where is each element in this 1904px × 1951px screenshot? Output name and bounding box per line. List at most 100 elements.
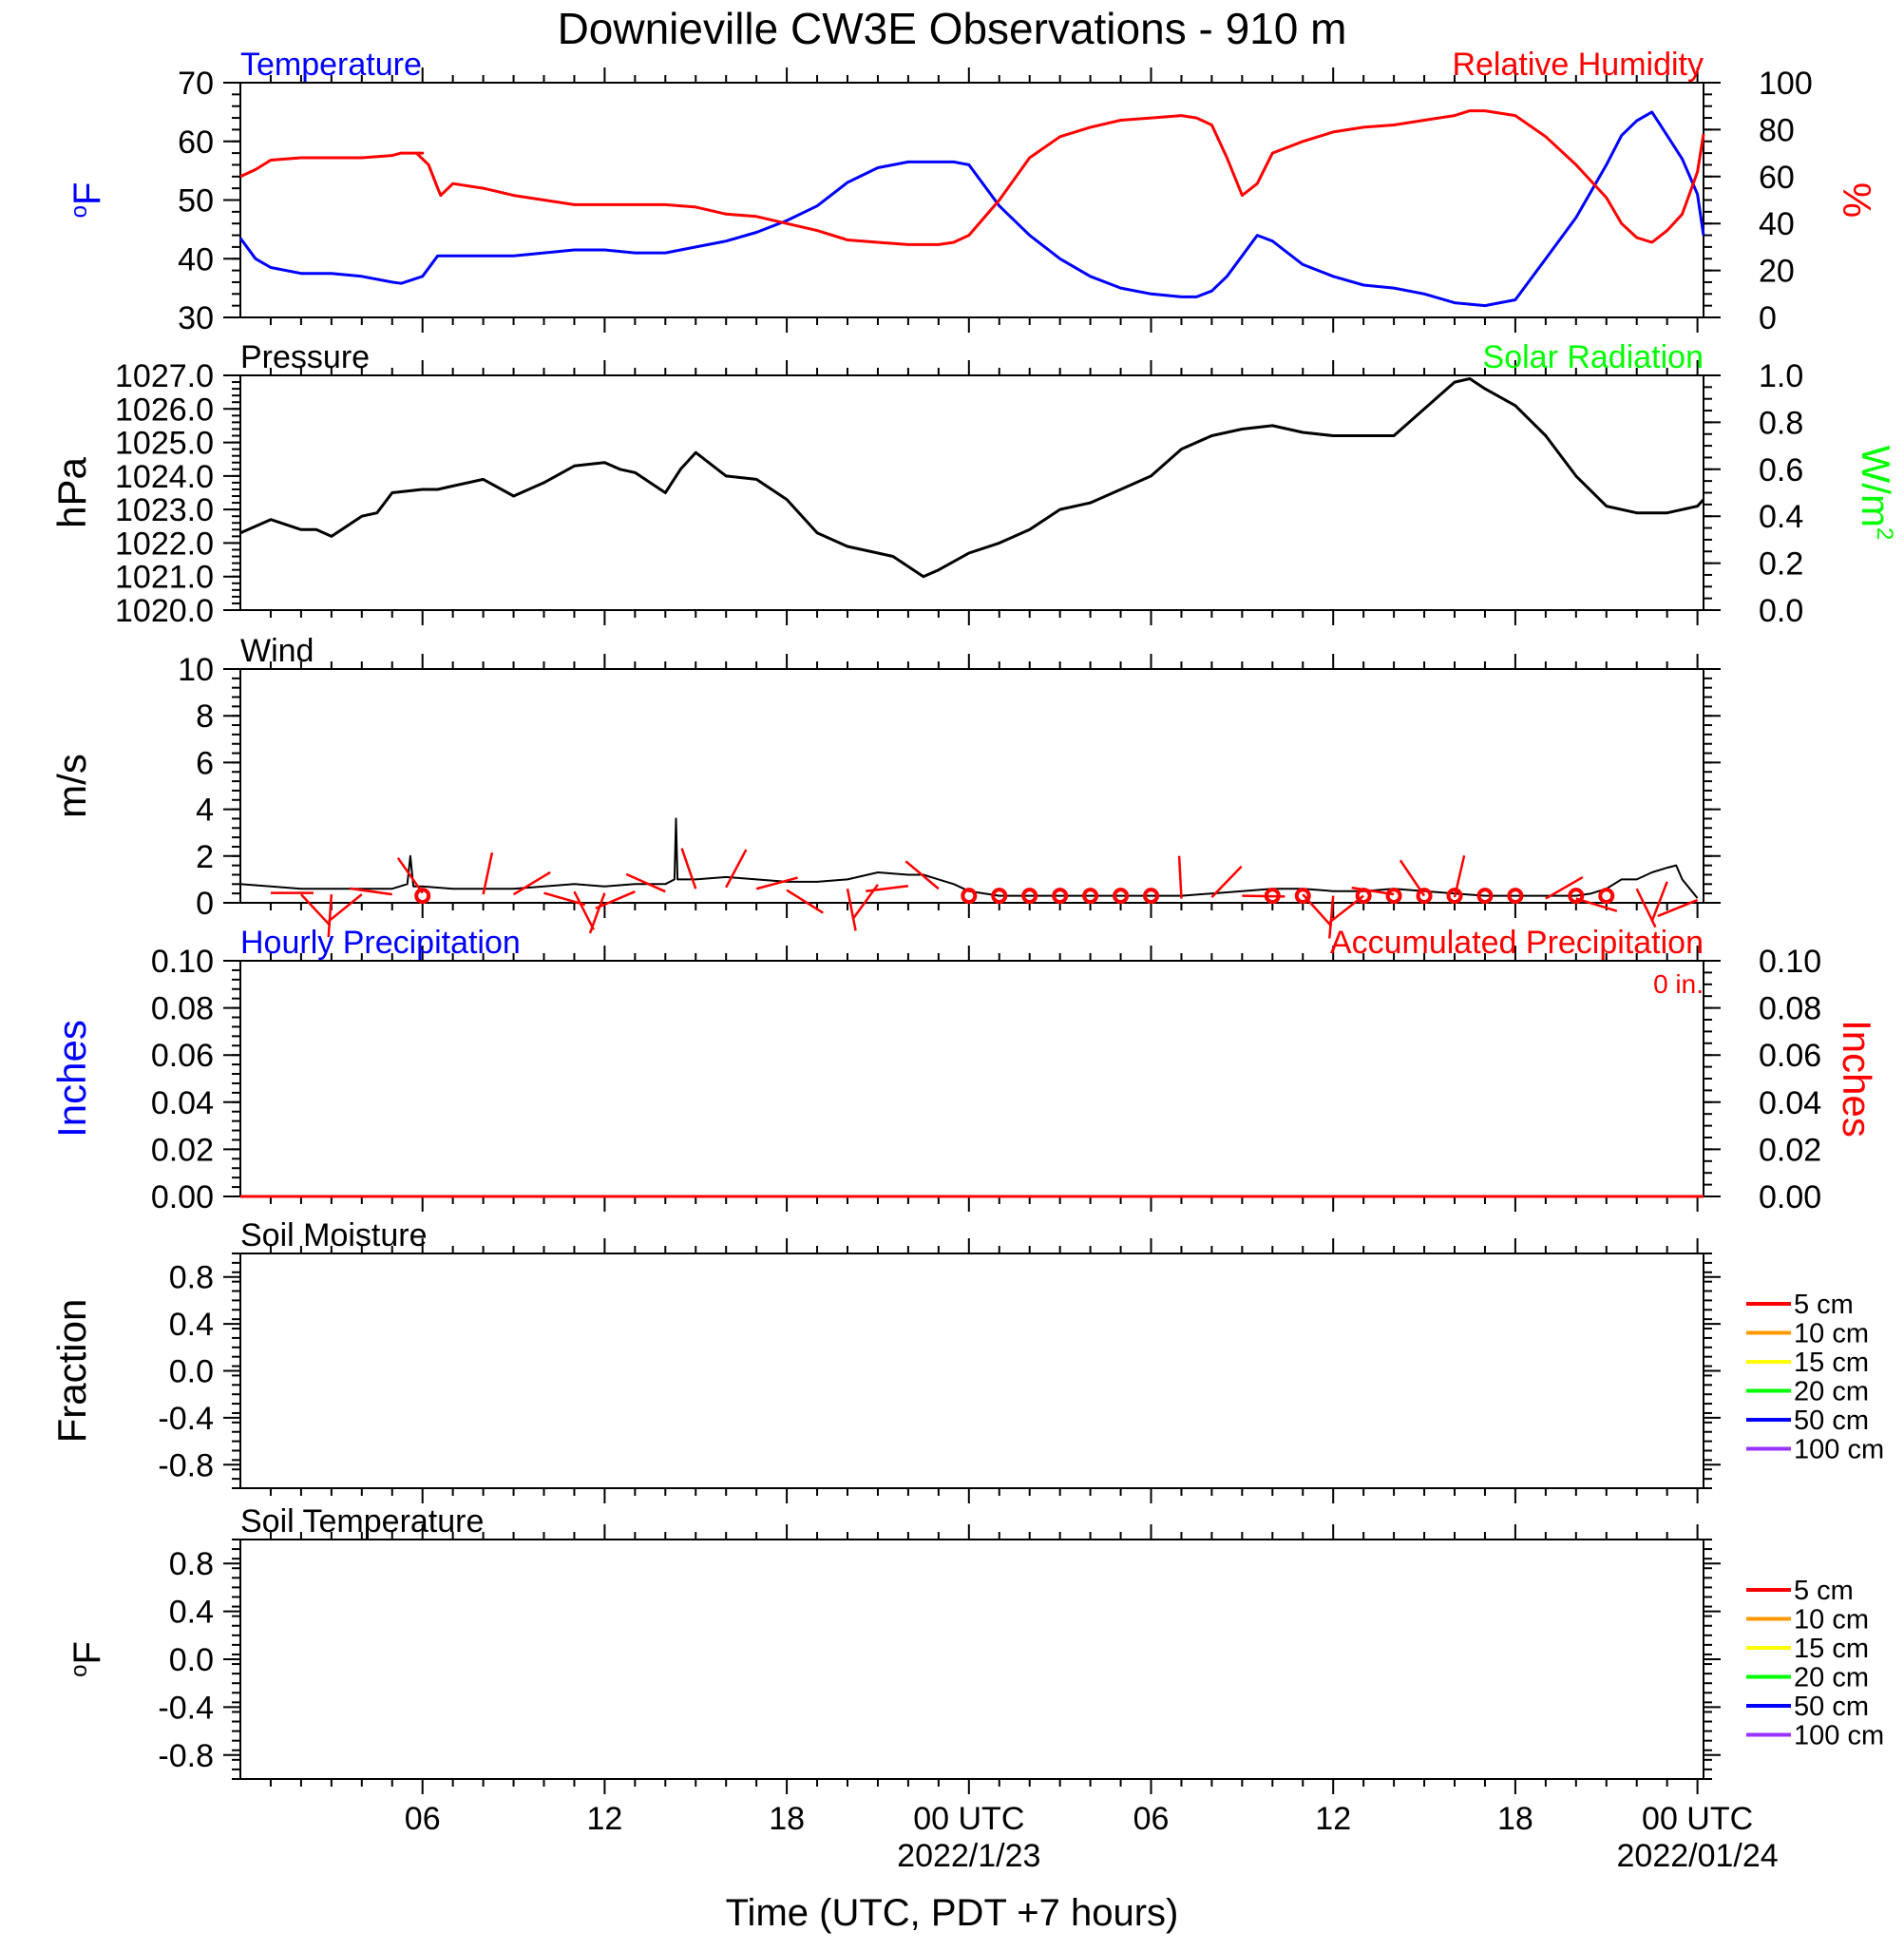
x-tick-label: 00 UTC bbox=[913, 1801, 1024, 1837]
legend-label: 5 cm bbox=[1794, 1290, 1854, 1320]
y-tick-label-right: 60 bbox=[1759, 160, 1795, 196]
panel-frame-wind bbox=[239, 668, 1704, 904]
y-tick-label: 0 bbox=[196, 886, 214, 922]
legend-label: 5 cm bbox=[1794, 1576, 1854, 1606]
y-tick-label-right: 0.06 bbox=[1759, 1038, 1821, 1074]
wind-barb bbox=[1177, 855, 1183, 899]
panel-title-right: Relative Humidity bbox=[1452, 47, 1704, 83]
y-tick-label: 4 bbox=[196, 793, 214, 829]
y-label-left-text: oF bbox=[67, 182, 108, 219]
panel-title-right: Accumulated Precipitation bbox=[1330, 925, 1704, 961]
calm-marker bbox=[1355, 888, 1372, 905]
calm-marker bbox=[1598, 888, 1615, 905]
y-tick-label-right: 0.4 bbox=[1759, 499, 1803, 535]
calm-marker bbox=[1143, 888, 1160, 905]
calm-marker bbox=[1476, 888, 1494, 905]
y-tick-label: 8 bbox=[196, 698, 214, 735]
x-date-label: 2022/1/23 bbox=[897, 1838, 1040, 1874]
legend-label: 100 cm bbox=[1794, 1721, 1884, 1751]
panel-title-left: Temperature bbox=[240, 47, 422, 83]
wind-barb bbox=[299, 893, 332, 927]
calm-marker bbox=[414, 888, 431, 905]
y-tick-label: -0.8 bbox=[158, 1447, 214, 1483]
wind-barb bbox=[866, 885, 909, 893]
wind-barb bbox=[396, 857, 424, 894]
y-tick-label: 0.8 bbox=[169, 1546, 214, 1582]
x-tick-label: 12 bbox=[1315, 1801, 1351, 1837]
calm-marker bbox=[1264, 888, 1281, 905]
x-tick-label: 06 bbox=[405, 1801, 441, 1837]
y-tick-label: 0.8 bbox=[169, 1260, 214, 1296]
precip-total-label: 0 in. bbox=[1653, 969, 1704, 999]
wind-barb bbox=[1575, 897, 1618, 912]
wind-barb bbox=[1650, 881, 1668, 923]
wind-barb bbox=[512, 870, 551, 896]
y-tick-label-right: 40 bbox=[1759, 206, 1795, 242]
y-tick-label: 50 bbox=[178, 183, 214, 220]
y-tick-label-right: 0.10 bbox=[1759, 944, 1821, 980]
y-tick-label-right: 0.08 bbox=[1759, 991, 1821, 1027]
y-tick-label-right: 80 bbox=[1759, 112, 1795, 148]
panel-title-left: Soil Temperature bbox=[240, 1503, 484, 1540]
calm-marker bbox=[1113, 888, 1130, 905]
y-tick-label: -0.4 bbox=[158, 1401, 214, 1437]
wind-barb bbox=[1657, 898, 1699, 918]
x-axis-label: Time (UTC, PDT +7 hours) bbox=[725, 1892, 1179, 1934]
wind-barb bbox=[1210, 865, 1243, 898]
panel-title-left: Wind bbox=[240, 633, 314, 669]
y-tick-label: 6 bbox=[196, 745, 214, 781]
wind-barb bbox=[846, 889, 857, 931]
calm-marker bbox=[1052, 888, 1069, 905]
y-label-right: % bbox=[1835, 182, 1879, 218]
y-tick-label: 1022.0 bbox=[115, 526, 214, 562]
y-tick-label: 60 bbox=[178, 124, 214, 161]
y-tick-label: 0.4 bbox=[169, 1595, 214, 1631]
y-tick-label: 2 bbox=[196, 839, 214, 875]
wind-barb bbox=[350, 887, 392, 896]
legend-label: 10 cm bbox=[1794, 1605, 1869, 1635]
calm-marker bbox=[1082, 888, 1099, 905]
chart-title: Downieville CW3E Observations - 910 m bbox=[557, 4, 1347, 53]
y-label-left: m/s bbox=[49, 754, 94, 818]
y-tick-label-right: 1.0 bbox=[1759, 358, 1803, 394]
legend-label: 10 cm bbox=[1794, 1319, 1869, 1349]
panel-frame-temperature-humidity bbox=[239, 82, 1704, 318]
wind-barb bbox=[625, 872, 666, 893]
y-tick-label-right: 0.6 bbox=[1759, 452, 1803, 488]
wind-barb bbox=[595, 890, 636, 909]
calm-marker bbox=[1568, 888, 1585, 905]
panel-frame-soil-moisture bbox=[239, 1253, 1704, 1489]
y-tick-label-right: 0.0 bbox=[1759, 593, 1803, 629]
wind-barb bbox=[725, 849, 748, 889]
y-tick-label: 1023.0 bbox=[115, 492, 214, 528]
panel-frame-pressure-solar bbox=[239, 374, 1704, 611]
panel-title-left: Hourly Precipitation bbox=[240, 925, 521, 961]
wind-barb bbox=[328, 893, 363, 923]
x-tick-label: 12 bbox=[586, 1801, 622, 1837]
y-tick-label: 1024.0 bbox=[115, 459, 214, 495]
wind-barb bbox=[680, 848, 697, 889]
y-tick-label: 0.10 bbox=[151, 944, 214, 980]
y-tick-label-right: 0.8 bbox=[1759, 405, 1803, 441]
legend-label: 50 cm bbox=[1794, 1692, 1869, 1722]
y-tick-label: 0.0 bbox=[169, 1642, 214, 1678]
legend-label: 100 cm bbox=[1794, 1435, 1884, 1465]
y-label-left: oF bbox=[67, 1641, 108, 1677]
wind-barb bbox=[588, 892, 606, 934]
wind-barb bbox=[1328, 895, 1335, 939]
y-tick-label: 70 bbox=[178, 66, 214, 102]
wind-barb bbox=[482, 851, 494, 895]
y-tick-label-right: 0.00 bbox=[1759, 1179, 1821, 1215]
series-pressure bbox=[239, 377, 1705, 579]
y-label-left: hPa bbox=[49, 456, 94, 527]
wind-barb bbox=[573, 890, 595, 930]
calm-marker bbox=[991, 888, 1008, 905]
panel-title-right: Solar Radiation bbox=[1483, 339, 1704, 375]
y-label-right: Inches bbox=[1835, 1020, 1879, 1138]
legend-label: 15 cm bbox=[1794, 1348, 1869, 1378]
y-tick-label-right: 0 bbox=[1759, 300, 1777, 336]
y-tick-label: 0.00 bbox=[151, 1179, 214, 1215]
y-tick-label-right: 0.02 bbox=[1759, 1132, 1821, 1168]
calm-marker bbox=[1507, 888, 1524, 905]
